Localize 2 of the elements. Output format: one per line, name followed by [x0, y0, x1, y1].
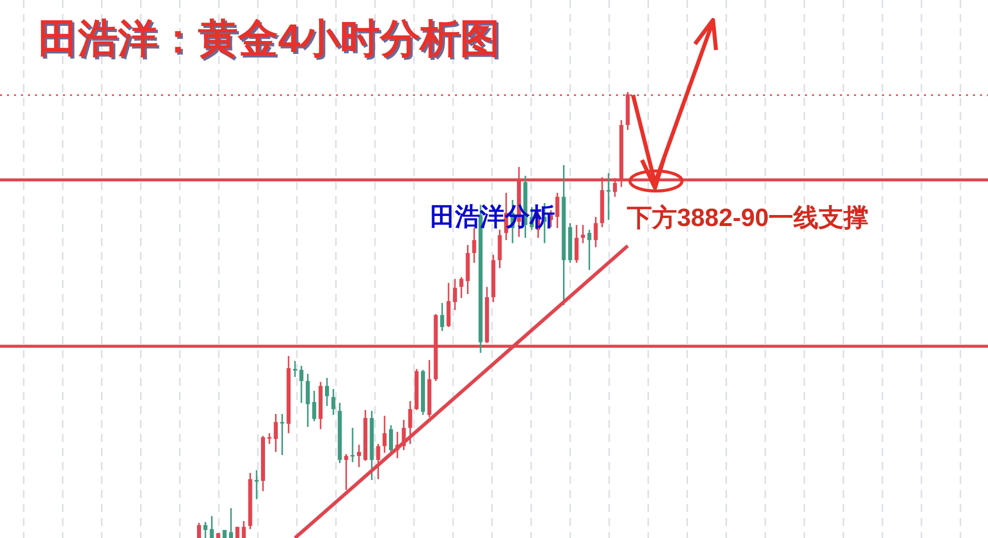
chart-title: 田浩洋：黄金4小时分析图: [40, 19, 502, 63]
annotation: 下方3882-90一线支撑: [626, 204, 869, 232]
